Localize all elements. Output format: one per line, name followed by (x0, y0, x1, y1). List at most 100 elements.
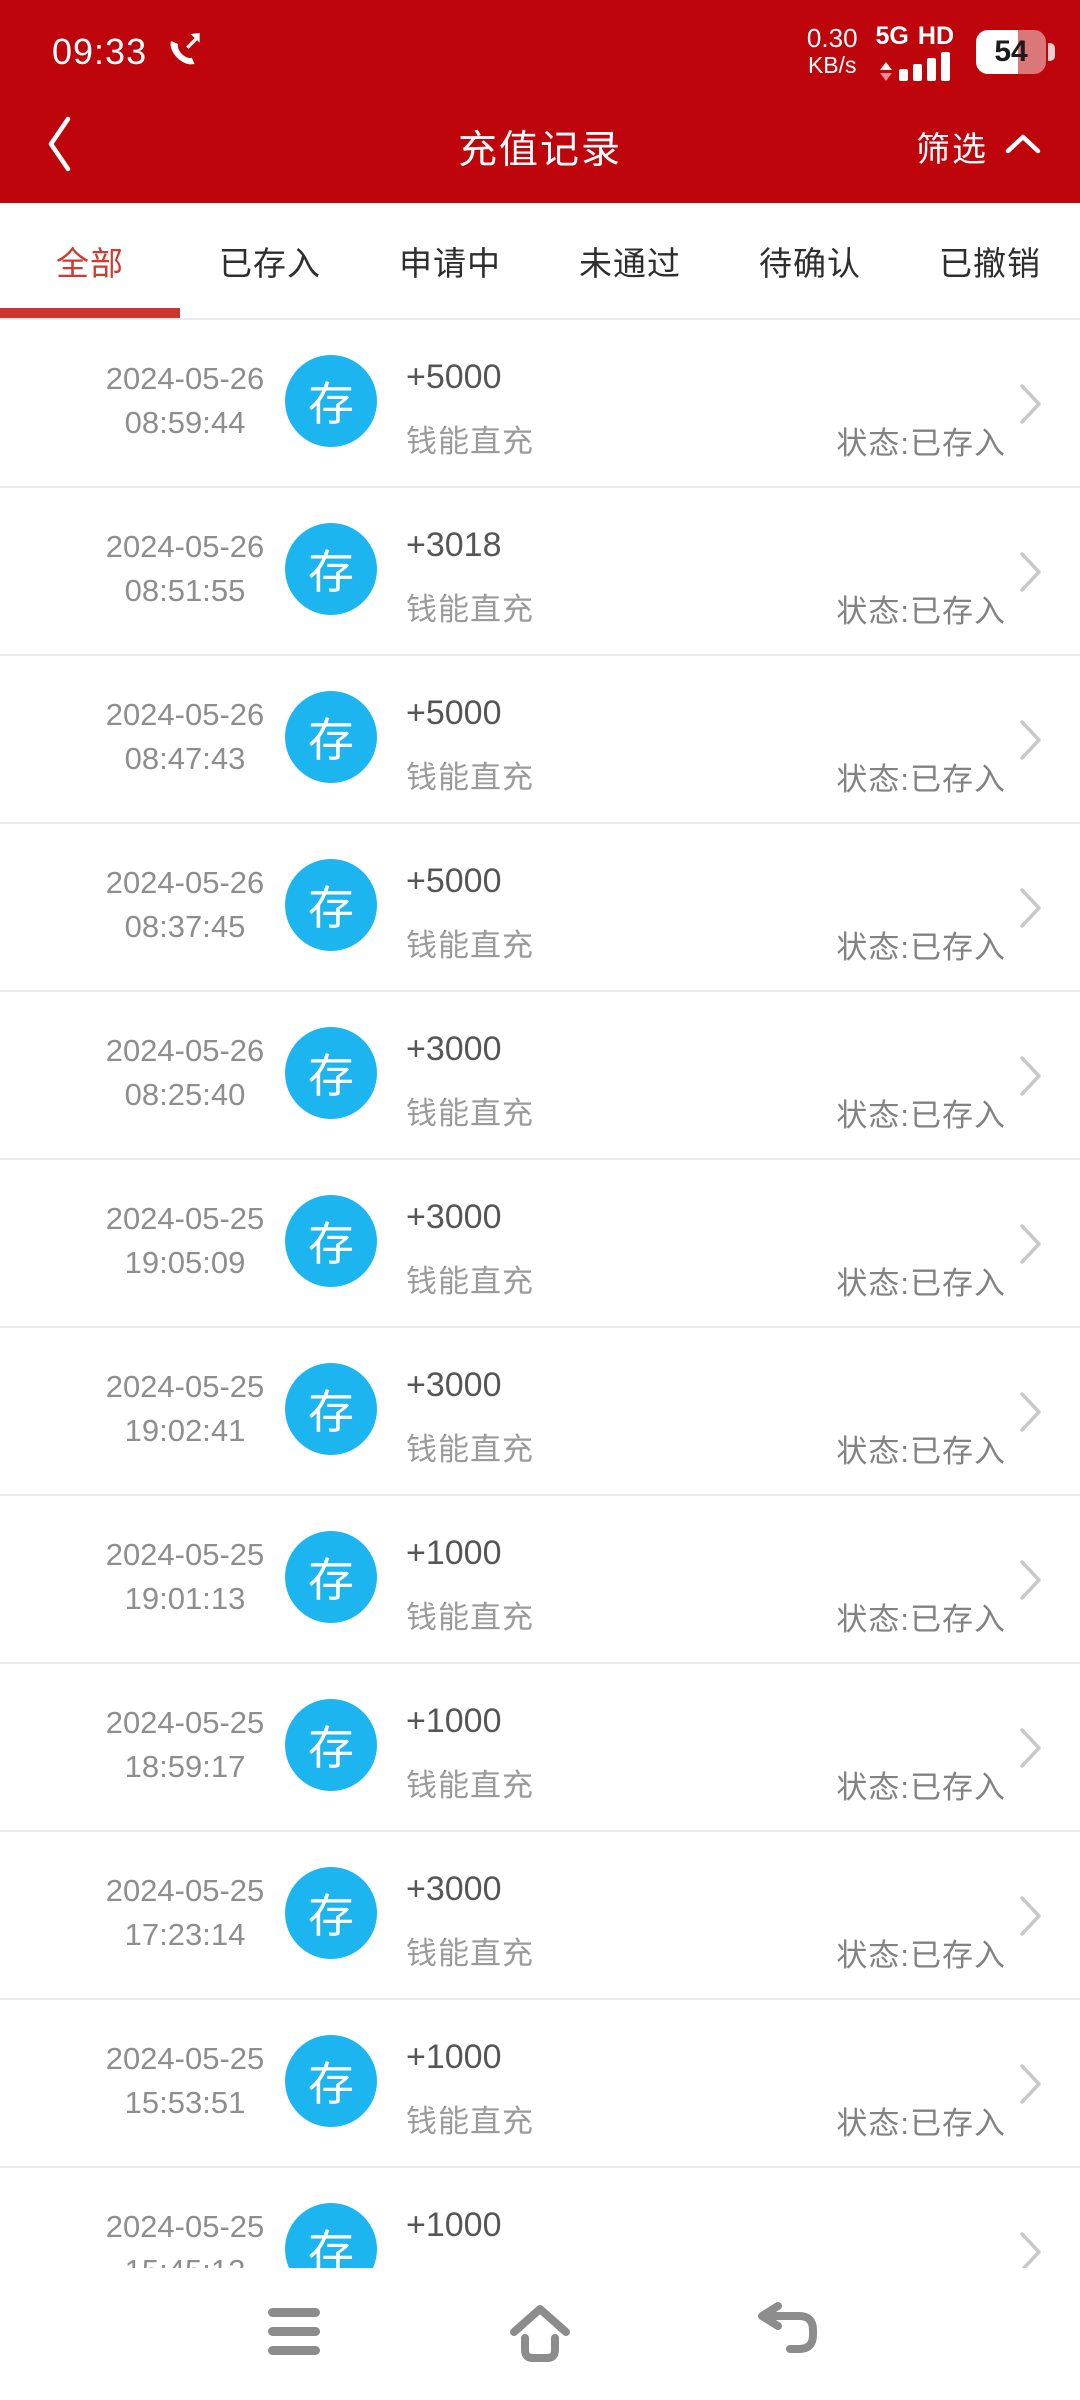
deposit-badge-icon: 存 (285, 1027, 377, 1119)
record-datetime: 2024-05-26 08:47:43 (50, 695, 320, 783)
record-amount: +3000 (406, 1198, 502, 1236)
deposit-badge-icon: 存 (285, 691, 377, 783)
record-status: 状态:已存入 (836, 426, 1006, 461)
chevron-right-icon (1018, 550, 1044, 599)
record-channel: 钱能直充 (406, 1264, 534, 1299)
record-amount: +3000 (406, 1030, 502, 1068)
record-datetime: 2024-05-26 08:37:45 (50, 863, 320, 951)
record-channel: 钱能直充 (406, 760, 534, 795)
chevron-right-icon (1018, 382, 1044, 431)
record-datetime: 2024-05-25 19:02:41 (50, 1367, 320, 1455)
record-amount: +5000 (406, 862, 502, 900)
filter-button[interactable]: 筛选 (916, 90, 1042, 203)
network-type-label: 5G (875, 21, 909, 50)
record-datetime: 2024-05-25 18:59:17 (50, 1703, 320, 1791)
battery-icon: 54 (976, 30, 1055, 74)
record-channel: 钱能直充 (406, 1936, 534, 1971)
record-status: 状态:已存入 (836, 1098, 1006, 1133)
network-status: 5G HD (875, 21, 954, 81)
chevron-right-icon (1018, 1390, 1044, 1439)
clock: 09:33 (52, 31, 148, 72)
chevron-right-icon (1018, 2230, 1044, 2279)
record-date: 2024-05-25 (105, 1873, 265, 1908)
tab-rejected[interactable]: 未通过 (579, 244, 681, 282)
record-time: 19:05:09 (124, 1245, 246, 1280)
recharge-record-list: 2024-05-26 08:59:44 存 +5000 钱能直充 状态:已存入 … (0, 320, 1080, 2336)
deposit-badge-icon: 存 (285, 1195, 377, 1287)
record-datetime: 2024-05-26 08:51:55 (50, 527, 320, 615)
record-time: 08:37:45 (124, 909, 246, 944)
nav-back-button[interactable] (741, 2289, 831, 2379)
record-date: 2024-05-26 (105, 1033, 265, 1068)
nav-menu-button[interactable] (249, 2289, 339, 2379)
record-time: 19:02:41 (124, 1413, 246, 1448)
deposit-badge-icon: 存 (285, 2035, 377, 2127)
record-channel: 钱能直充 (406, 1432, 534, 1467)
tab-revoked[interactable]: 已撤销 (939, 244, 1041, 282)
record-row[interactable]: 2024-05-25 19:01:13 存 +1000 钱能直充 状态:已存入 (0, 1496, 1080, 1664)
record-channel: 钱能直充 (406, 928, 534, 963)
record-amount: +3018 (406, 526, 502, 564)
record-time: 15:53:51 (124, 2085, 246, 2120)
record-status: 状态:已存入 (836, 930, 1006, 965)
back-button[interactable] (44, 90, 74, 203)
filter-label: 筛选 (916, 131, 988, 169)
record-status: 状态:已存入 (836, 1266, 1006, 1301)
record-row[interactable]: 2024-05-25 19:02:41 存 +3000 钱能直充 状态:已存入 (0, 1328, 1080, 1496)
chevron-right-icon (1018, 886, 1044, 935)
record-row[interactable]: 2024-05-26 08:25:40 存 +3000 钱能直充 状态:已存入 (0, 992, 1080, 1160)
record-status: 状态:已存入 (836, 1938, 1006, 1973)
status-bar-left: 09:33 (52, 28, 207, 77)
record-channel: 钱能直充 (406, 2104, 534, 2139)
net-speed-value: 0.30 (806, 23, 858, 53)
record-datetime: 2024-05-26 08:25:40 (50, 1031, 320, 1119)
tab-all[interactable]: 全部 (0, 203, 180, 318)
deposit-badge-icon: 存 (285, 1867, 377, 1959)
home-icon (504, 2300, 576, 2369)
record-channel: 钱能直充 (406, 424, 534, 459)
network-speed: 0.30 KB/s (807, 25, 858, 79)
record-status: 状态:已存入 (836, 1602, 1006, 1637)
chevron-right-icon (1018, 1558, 1044, 1607)
nav-home-button[interactable] (495, 2289, 585, 2379)
record-channel: 钱能直充 (406, 1096, 534, 1131)
tab-deposited[interactable]: 已存入 (219, 244, 321, 282)
back-icon (751, 2301, 821, 2368)
title-bar: 充值记录 筛选 (0, 90, 1080, 203)
deposit-badge-icon: 存 (285, 1363, 377, 1455)
tab-pending-confirm[interactable]: 待确认 (759, 244, 861, 282)
record-amount: +5000 (406, 358, 502, 396)
tab-applying[interactable]: 申请中 (399, 244, 501, 282)
deposit-badge-icon: 存 (285, 523, 377, 615)
record-status: 状态:已存入 (836, 762, 1006, 797)
record-status: 状态:已存入 (836, 2106, 1006, 2141)
record-datetime: 2024-05-25 19:05:09 (50, 1199, 320, 1287)
menu-icon (265, 2304, 323, 2365)
record-time: 17:23:14 (124, 1917, 246, 1952)
record-row[interactable]: 2024-05-25 15:53:51 存 +1000 钱能直充 状态:已存入 (0, 2000, 1080, 2168)
record-time: 08:51:55 (124, 573, 246, 608)
record-amount: +1000 (406, 1534, 502, 1572)
record-status: 状态:已存入 (836, 1434, 1006, 1469)
record-amount: +3000 (406, 1870, 502, 1908)
record-row[interactable]: 2024-05-26 08:59:44 存 +5000 钱能直充 状态:已存入 (0, 320, 1080, 488)
chevron-right-icon (1018, 1894, 1044, 1943)
record-row[interactable]: 2024-05-25 19:05:09 存 +3000 钱能直充 状态:已存入 (0, 1160, 1080, 1328)
record-amount: +1000 (406, 1702, 502, 1740)
deposit-badge-icon: 存 (285, 355, 377, 447)
record-date: 2024-05-25 (105, 1537, 265, 1572)
record-row[interactable]: 2024-05-26 08:47:43 存 +5000 钱能直充 状态:已存入 (0, 656, 1080, 824)
system-nav-bar (0, 2268, 1080, 2400)
record-row[interactable]: 2024-05-26 08:51:55 存 +3018 钱能直充 状态:已存入 (0, 488, 1080, 656)
record-channel: 钱能直充 (406, 1600, 534, 1635)
record-date: 2024-05-26 (105, 529, 265, 564)
chevron-right-icon (1018, 1054, 1044, 1103)
record-date: 2024-05-26 (105, 865, 265, 900)
data-arrows-icon (879, 61, 892, 81)
record-date: 2024-05-25 (105, 1369, 265, 1404)
record-row[interactable]: 2024-05-25 17:23:14 存 +3000 钱能直充 状态:已存入 (0, 1832, 1080, 2000)
record-row[interactable]: 2024-05-26 08:37:45 存 +5000 钱能直充 状态:已存入 (0, 824, 1080, 992)
record-row[interactable]: 2024-05-25 18:59:17 存 +1000 钱能直充 状态:已存入 (0, 1664, 1080, 1832)
status-filter-tabs: 全部 已存入 申请中 未通过 待确认 已撤销 (0, 203, 1080, 320)
